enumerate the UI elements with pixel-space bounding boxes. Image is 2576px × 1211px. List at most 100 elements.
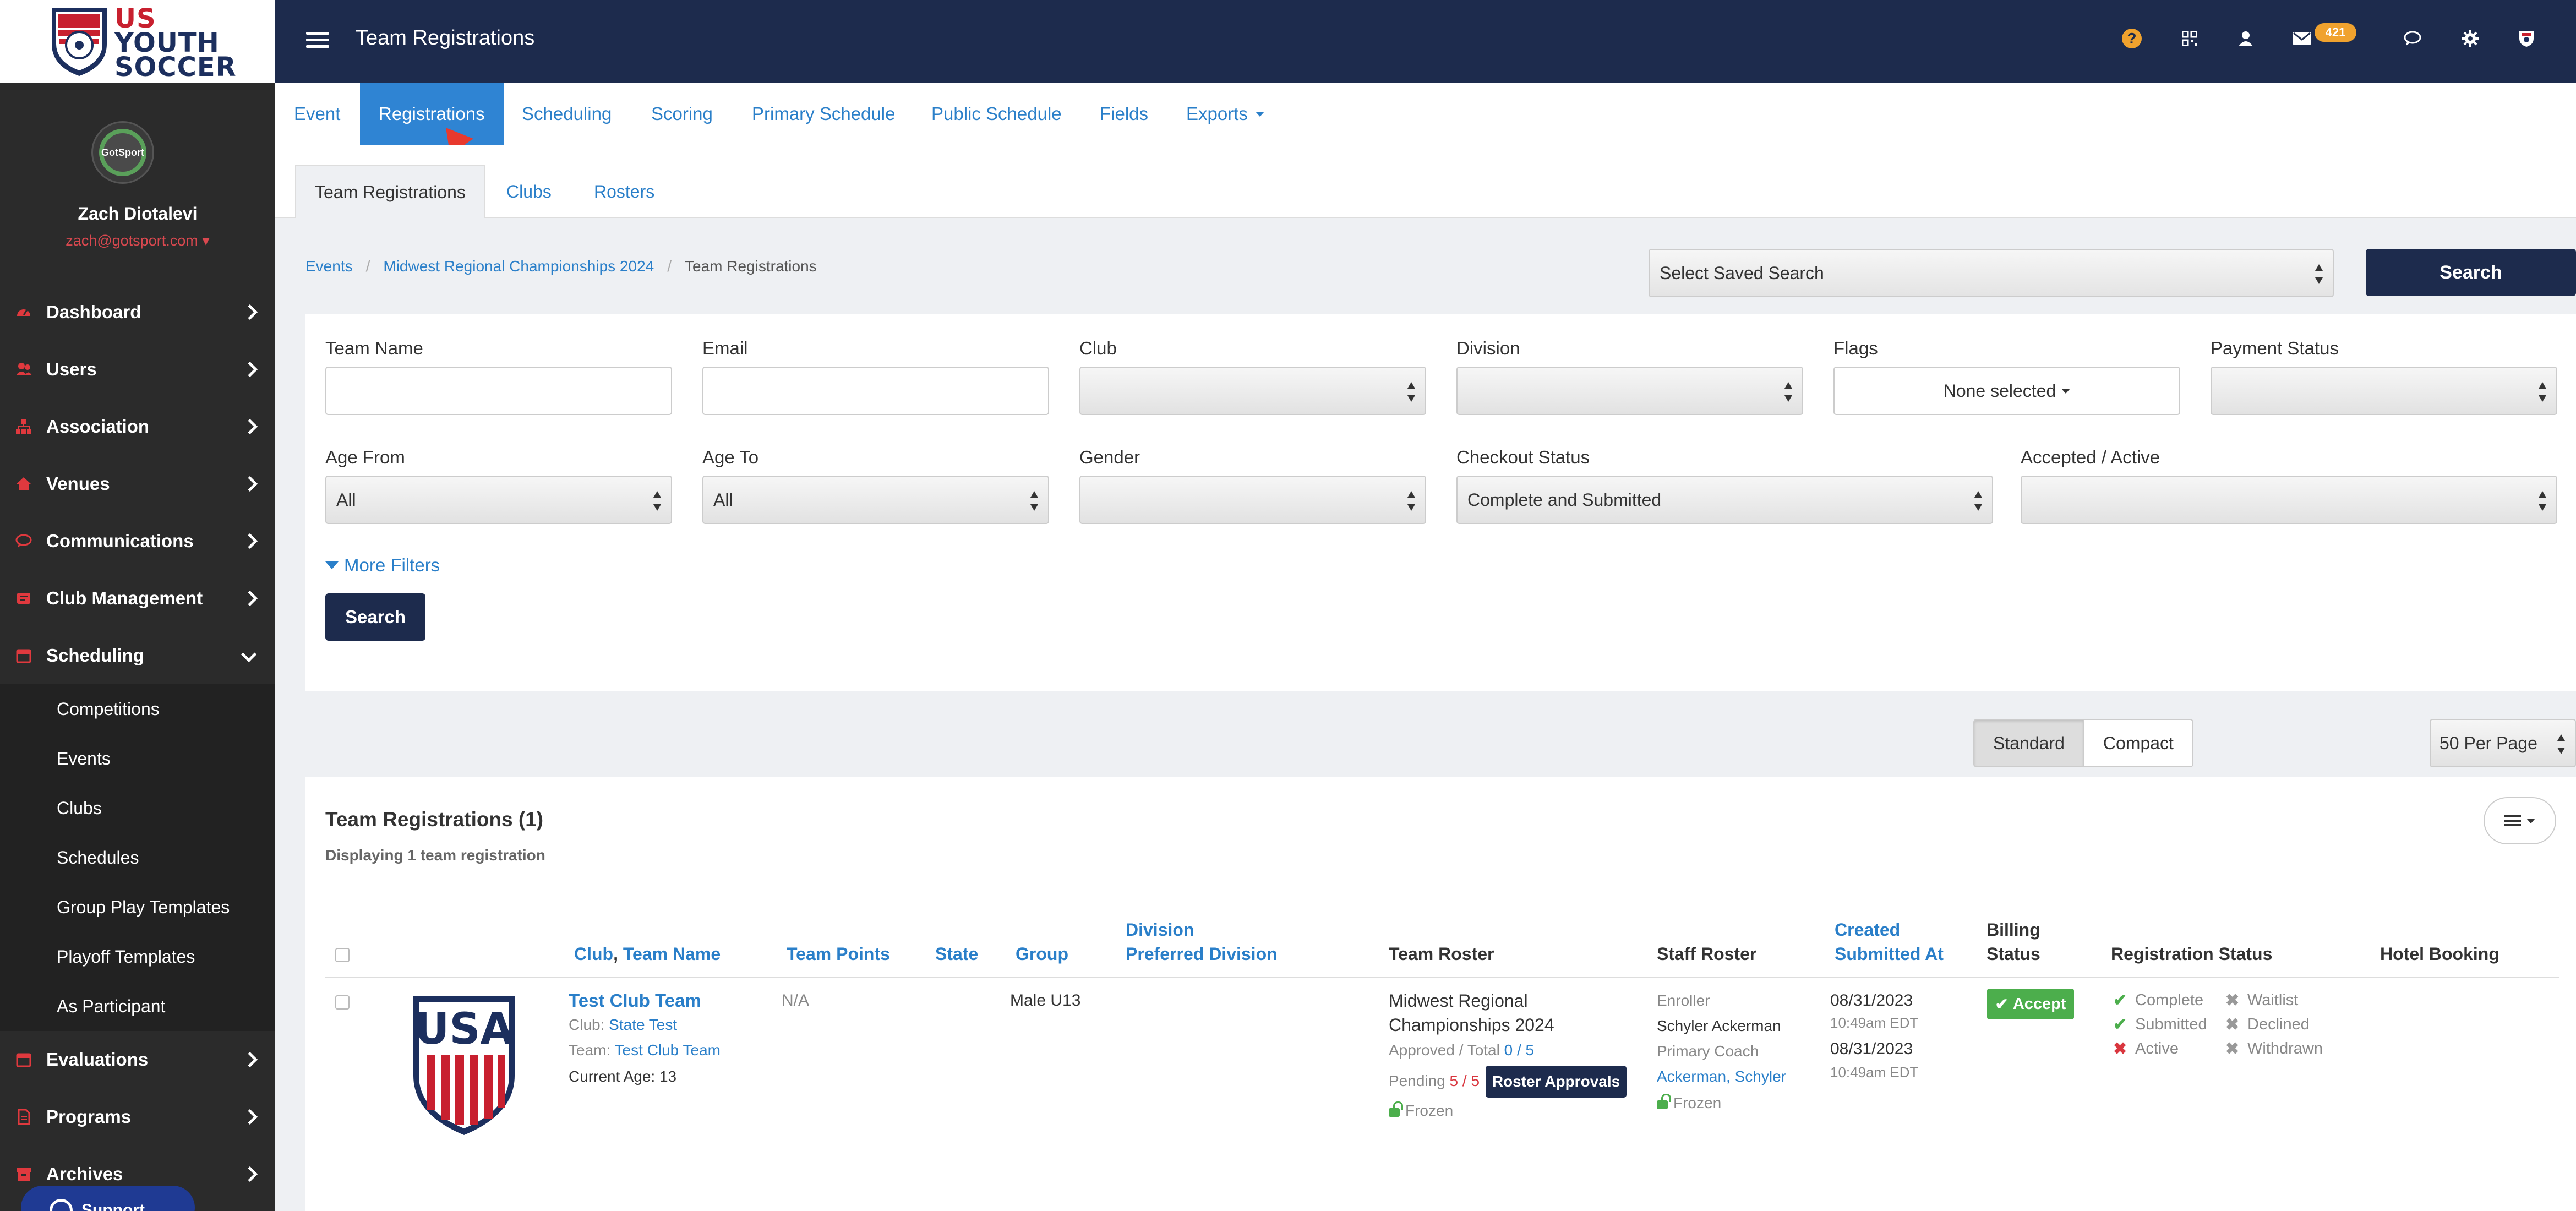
tab-fields[interactable]: Fields bbox=[1100, 103, 1149, 124]
qr-code-icon[interactable] bbox=[2179, 28, 2201, 50]
sidebar-subitem-competitions[interactable]: Competitions bbox=[57, 699, 160, 719]
division-label: Division bbox=[1456, 338, 1520, 358]
org-shield-icon[interactable] bbox=[2515, 28, 2537, 50]
club-select[interactable] bbox=[1079, 367, 1426, 415]
team-name-input[interactable] bbox=[325, 367, 672, 415]
sort-division[interactable]: Division bbox=[1126, 920, 1194, 940]
staff-frozen-label: Frozen bbox=[1673, 1094, 1722, 1111]
checkout-status-select[interactable]: Complete and Submitted bbox=[1456, 476, 1993, 524]
sidebar-subitem-playoff-templates[interactable]: Playoff Templates bbox=[57, 946, 195, 967]
tab-public-schedule[interactable]: Public Schedule bbox=[931, 103, 1062, 124]
tab-exports[interactable]: Exports bbox=[1167, 83, 1283, 145]
filter-search-button[interactable]: Search bbox=[325, 593, 425, 641]
sort-submitted-at[interactable]: Submitted At bbox=[1835, 944, 1944, 964]
sort-club[interactable]: Club bbox=[574, 944, 614, 964]
breadcrumb-event-name[interactable]: Midwest Regional Championships 2024 bbox=[383, 258, 654, 275]
accepted-active-select[interactable] bbox=[2021, 476, 2557, 524]
sidebar-subitem-clubs[interactable]: Clubs bbox=[57, 798, 102, 818]
gender-select[interactable] bbox=[1079, 476, 1426, 524]
age-from-select[interactable]: All bbox=[325, 476, 672, 524]
sidebar-item-evaluations[interactable]: Evaluations bbox=[0, 1031, 275, 1088]
billing-accept-badge[interactable]: ✔ Accept bbox=[1987, 989, 2074, 1019]
sidebar-item-users[interactable]: Users bbox=[0, 341, 275, 398]
envelope-icon[interactable] bbox=[2291, 28, 2313, 50]
gear-icon[interactable] bbox=[2459, 28, 2481, 50]
comments-icon[interactable] bbox=[2402, 28, 2424, 50]
pending-label: Pending bbox=[1389, 1072, 1445, 1089]
flags-dropdown[interactable]: None selected bbox=[1833, 367, 2180, 415]
club-link[interactable]: State Test bbox=[609, 1016, 678, 1033]
total-count[interactable]: 5 bbox=[1525, 1041, 1535, 1059]
saved-search-button[interactable]: Search bbox=[2366, 249, 2576, 296]
sort-preferred-division[interactable]: Preferred Division bbox=[1126, 944, 1278, 964]
sort-created[interactable]: Created bbox=[1835, 920, 1901, 940]
team-team-line: Team: Test Club Team bbox=[569, 1038, 721, 1062]
table-header-team-roster: Team Roster bbox=[1389, 944, 1494, 964]
page-title: Team Registrations bbox=[356, 26, 535, 50]
view-compact-button[interactable]: Compact bbox=[2084, 719, 2193, 767]
subtab-team-registrations[interactable]: Team Registrations bbox=[295, 165, 485, 218]
view-standard-button[interactable]: Standard bbox=[1973, 719, 2084, 767]
support-chat-button[interactable]: Support bbox=[21, 1186, 195, 1211]
sidebar-item-label: Evaluations bbox=[46, 1049, 149, 1070]
sidebar-subitem-as-participant[interactable]: As Participant bbox=[57, 996, 166, 1016]
sidebar-item-dashboard[interactable]: Dashboard bbox=[0, 283, 275, 341]
tab-scheduling[interactable]: Scheduling bbox=[522, 103, 612, 124]
email-input[interactable] bbox=[702, 367, 1049, 415]
select-all-checkbox[interactable] bbox=[335, 948, 350, 962]
help-icon[interactable]: ? bbox=[2121, 28, 2143, 50]
per-page-select[interactable]: 50 Per Page bbox=[2430, 719, 2576, 767]
sidebar-item-communications[interactable]: Communications bbox=[0, 512, 275, 570]
profile-name: Zach Diotalevi bbox=[78, 204, 198, 223]
staff-coach-link[interactable]: Ackerman, Schyler bbox=[1657, 1068, 1786, 1085]
age-to-select[interactable]: All bbox=[702, 476, 1049, 524]
user-icon[interactable] bbox=[2235, 28, 2257, 50]
division-select[interactable] bbox=[1456, 367, 1803, 415]
payment-status-select[interactable] bbox=[2211, 367, 2557, 415]
team-name-label: Team Name bbox=[325, 338, 423, 358]
sidebar-subitem-events[interactable]: Events bbox=[57, 748, 111, 768]
sidebar-item-scheduling[interactable]: Scheduling bbox=[0, 627, 275, 684]
chevron-right-icon bbox=[242, 590, 258, 607]
profile-email[interactable]: zach@gotsport.com ▾ bbox=[0, 232, 275, 249]
avatar[interactable]: GotSport bbox=[91, 121, 154, 184]
roster-approvals-button[interactable]: Roster Approvals bbox=[1486, 1066, 1627, 1098]
column-menu-button[interactable] bbox=[2484, 797, 2556, 844]
subtab-rosters[interactable]: Rosters bbox=[594, 181, 655, 201]
team-link[interactable]: Test Club Team bbox=[614, 1041, 721, 1059]
breadcrumb: Events / Midwest Regional Championships … bbox=[305, 258, 817, 275]
sort-team-points[interactable]: Team Points bbox=[787, 944, 890, 964]
calendar-icon bbox=[15, 647, 32, 664]
sidebar-item-venues[interactable]: Venues bbox=[0, 455, 275, 512]
sidebar-item-archives[interactable]: Archives bbox=[0, 1145, 275, 1203]
hamburger-menu-icon[interactable] bbox=[306, 32, 329, 48]
sidebar-item-club-management[interactable]: Club Management bbox=[0, 570, 275, 627]
tab-event[interactable]: Event bbox=[294, 103, 341, 124]
tab-scoring[interactable]: Scoring bbox=[651, 103, 713, 124]
tab-registrations[interactable]: Registrations bbox=[360, 83, 504, 145]
users-icon bbox=[15, 361, 32, 378]
sort-state[interactable]: State bbox=[935, 944, 979, 964]
x-icon: ✖ bbox=[2113, 1040, 2127, 1058]
sort-team-name[interactable]: Team Name bbox=[623, 944, 721, 964]
sidebar-subitem-group-play-templates[interactable]: Group Play Templates bbox=[57, 897, 230, 917]
more-filters-link[interactable]: More Filters bbox=[325, 555, 440, 576]
saved-search-select[interactable]: Select Saved Search bbox=[1649, 249, 2334, 297]
sidebar-item-programs[interactable]: Programs bbox=[0, 1088, 275, 1145]
logo[interactable]: US YOUTH SOCCER bbox=[0, 0, 275, 83]
tab-primary-schedule[interactable]: Primary Schedule bbox=[752, 103, 896, 124]
approved-count[interactable]: 0 bbox=[1504, 1041, 1513, 1059]
row-checkbox[interactable] bbox=[335, 995, 350, 1010]
sort-group[interactable]: Group bbox=[1016, 944, 1068, 964]
breadcrumb-events[interactable]: Events bbox=[305, 258, 353, 275]
select-arrows-icon bbox=[2315, 264, 2323, 284]
unlock-icon bbox=[1389, 1101, 1403, 1117]
subtab-clubs[interactable]: Clubs bbox=[506, 181, 552, 201]
logo-line3: SOCCER bbox=[114, 52, 237, 83]
sidebar-item-label: Club Management bbox=[46, 588, 203, 608]
sidebar-item-association[interactable]: Association bbox=[0, 398, 275, 455]
sidebar-item-label: Venues bbox=[46, 473, 110, 494]
more-filters-label: More Filters bbox=[344, 555, 440, 575]
sidebar-subitem-schedules[interactable]: Schedules bbox=[57, 847, 139, 868]
team-name-link[interactable]: Test Club Team bbox=[569, 989, 701, 1014]
